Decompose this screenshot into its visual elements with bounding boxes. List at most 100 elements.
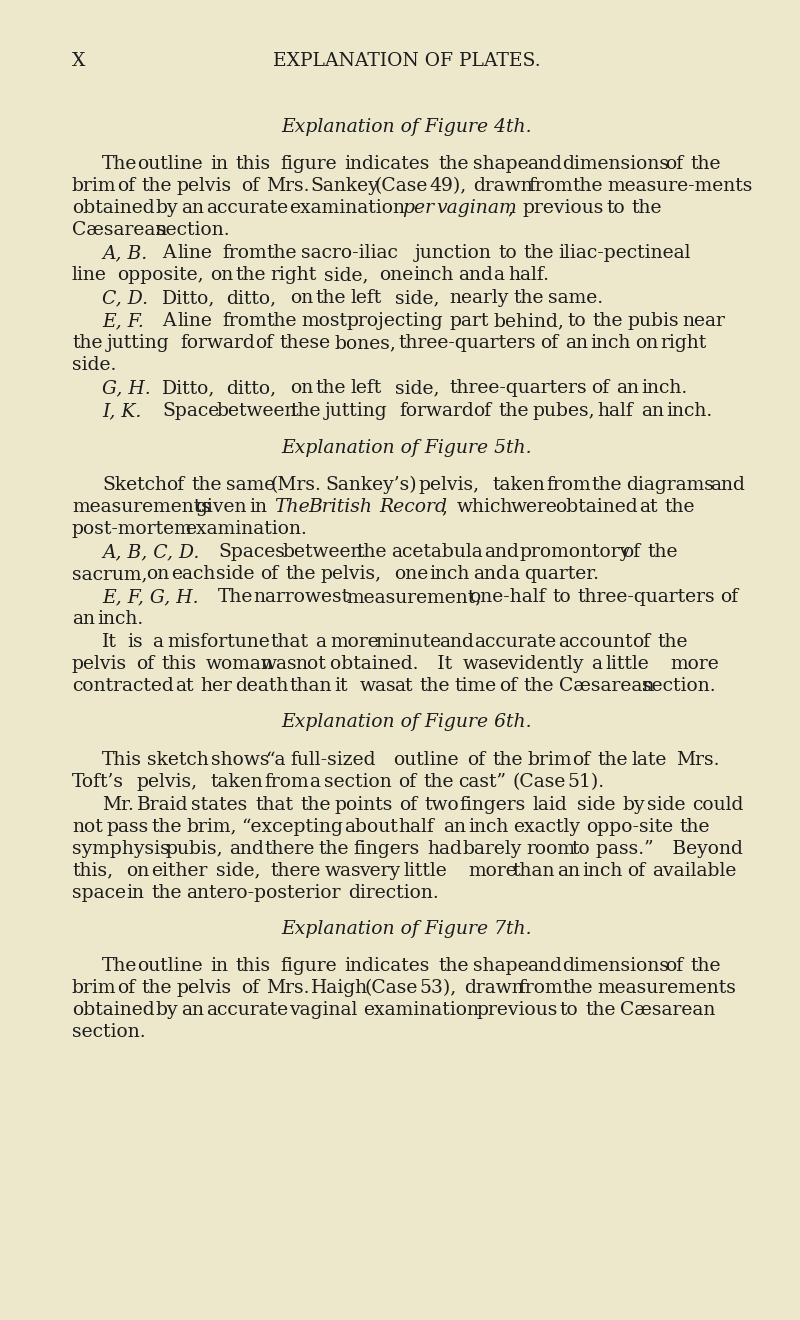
Text: inch: inch xyxy=(590,334,631,352)
Text: The: The xyxy=(102,957,138,975)
Text: quarter.: quarter. xyxy=(524,565,599,583)
Text: to: to xyxy=(553,587,571,606)
Text: Cæsarean: Cæsarean xyxy=(620,1001,715,1019)
Text: to: to xyxy=(571,840,590,858)
Text: inch: inch xyxy=(582,862,622,879)
Text: It: It xyxy=(102,634,117,651)
Text: G, H.: G, H. xyxy=(102,379,150,397)
Text: and: and xyxy=(458,267,493,284)
Text: half: half xyxy=(597,403,633,420)
Text: figure: figure xyxy=(281,156,337,173)
Text: between: between xyxy=(282,543,363,561)
Text: section.: section. xyxy=(642,677,716,696)
Text: ,: , xyxy=(507,199,514,218)
Text: the: the xyxy=(690,156,721,173)
Text: the: the xyxy=(300,796,330,813)
Text: time: time xyxy=(454,677,496,696)
Text: (Case: (Case xyxy=(365,979,418,997)
Text: left: left xyxy=(350,379,382,397)
Text: at: at xyxy=(394,677,413,696)
Text: of: of xyxy=(260,565,278,583)
Text: measure-ments: measure-ments xyxy=(607,177,753,195)
Text: indicates: indicates xyxy=(345,957,430,975)
Text: a: a xyxy=(493,267,504,284)
Text: the: the xyxy=(591,477,622,494)
Text: and: and xyxy=(230,840,264,858)
Text: woman: woman xyxy=(206,655,274,673)
Text: accurate: accurate xyxy=(474,634,557,651)
Text: brim: brim xyxy=(72,177,117,195)
Text: is: is xyxy=(127,634,142,651)
Text: and: and xyxy=(710,477,745,494)
Text: Sketch: Sketch xyxy=(102,477,167,494)
Text: same.: same. xyxy=(548,289,603,308)
Text: pelvis: pelvis xyxy=(177,177,232,195)
Text: that: that xyxy=(255,796,294,813)
Text: one: one xyxy=(378,267,413,284)
Text: ditto,: ditto, xyxy=(226,289,276,308)
Text: of: of xyxy=(498,677,517,696)
Text: the: the xyxy=(438,957,469,975)
Text: symphysis: symphysis xyxy=(72,840,170,858)
Text: the: the xyxy=(423,772,454,791)
Text: the: the xyxy=(648,543,678,561)
Text: the: the xyxy=(690,957,721,975)
Text: the: the xyxy=(631,199,662,218)
Text: on: on xyxy=(290,289,314,308)
Text: taken: taken xyxy=(210,772,262,791)
Text: that: that xyxy=(270,634,309,651)
Text: late: late xyxy=(632,751,667,768)
Text: half: half xyxy=(398,817,434,836)
Text: than: than xyxy=(290,677,332,696)
Text: of: of xyxy=(632,634,650,651)
Text: nearly: nearly xyxy=(450,289,509,308)
Text: the: the xyxy=(142,177,172,195)
Text: by: by xyxy=(156,1001,178,1019)
Text: to: to xyxy=(606,199,625,218)
Text: vaginam: vaginam xyxy=(436,199,517,218)
Text: of: of xyxy=(254,334,273,352)
Text: the: the xyxy=(315,289,346,308)
Text: obtained: obtained xyxy=(72,1001,154,1019)
Text: cast”: cast” xyxy=(458,772,506,791)
Text: jutting: jutting xyxy=(325,403,388,420)
Text: obtained: obtained xyxy=(72,199,154,218)
Text: an: an xyxy=(617,379,639,397)
Text: points: points xyxy=(335,796,394,813)
Text: an: an xyxy=(72,610,95,628)
Text: Mrs.: Mrs. xyxy=(677,751,720,768)
Text: from: from xyxy=(518,979,563,997)
Text: the: the xyxy=(235,267,266,284)
Text: examination.: examination. xyxy=(185,520,306,539)
Text: EXPLANATION OF PLATES.: EXPLANATION OF PLATES. xyxy=(273,51,541,70)
Text: there: there xyxy=(264,840,314,858)
Text: of: of xyxy=(117,979,134,997)
Text: iliac-pectineal: iliac-pectineal xyxy=(558,244,690,263)
Text: previous: previous xyxy=(522,199,604,218)
Text: post-mortem: post-mortem xyxy=(72,520,193,539)
Text: three-quarters: three-quarters xyxy=(398,334,536,352)
Text: inch.: inch. xyxy=(642,379,688,397)
Text: a: a xyxy=(152,634,163,651)
Text: of: of xyxy=(241,979,259,997)
Text: more: more xyxy=(670,655,719,673)
Text: the: the xyxy=(318,840,350,858)
Text: pass: pass xyxy=(107,817,149,836)
Text: the: the xyxy=(492,751,523,768)
Text: barely: barely xyxy=(462,840,522,858)
Text: an: an xyxy=(443,817,466,836)
Text: the: the xyxy=(597,751,627,768)
Text: of: of xyxy=(591,379,610,397)
Text: the: the xyxy=(657,634,687,651)
Text: of: of xyxy=(666,156,683,173)
Text: three-quarters: three-quarters xyxy=(578,587,715,606)
Text: account: account xyxy=(558,634,633,651)
Text: in: in xyxy=(210,156,229,173)
Text: not: not xyxy=(295,655,326,673)
Text: the: the xyxy=(563,979,594,997)
Text: the: the xyxy=(266,244,297,263)
Text: most: most xyxy=(302,313,347,330)
Text: outline: outline xyxy=(137,957,202,975)
Text: examination: examination xyxy=(290,199,406,218)
Text: right: right xyxy=(660,334,706,352)
